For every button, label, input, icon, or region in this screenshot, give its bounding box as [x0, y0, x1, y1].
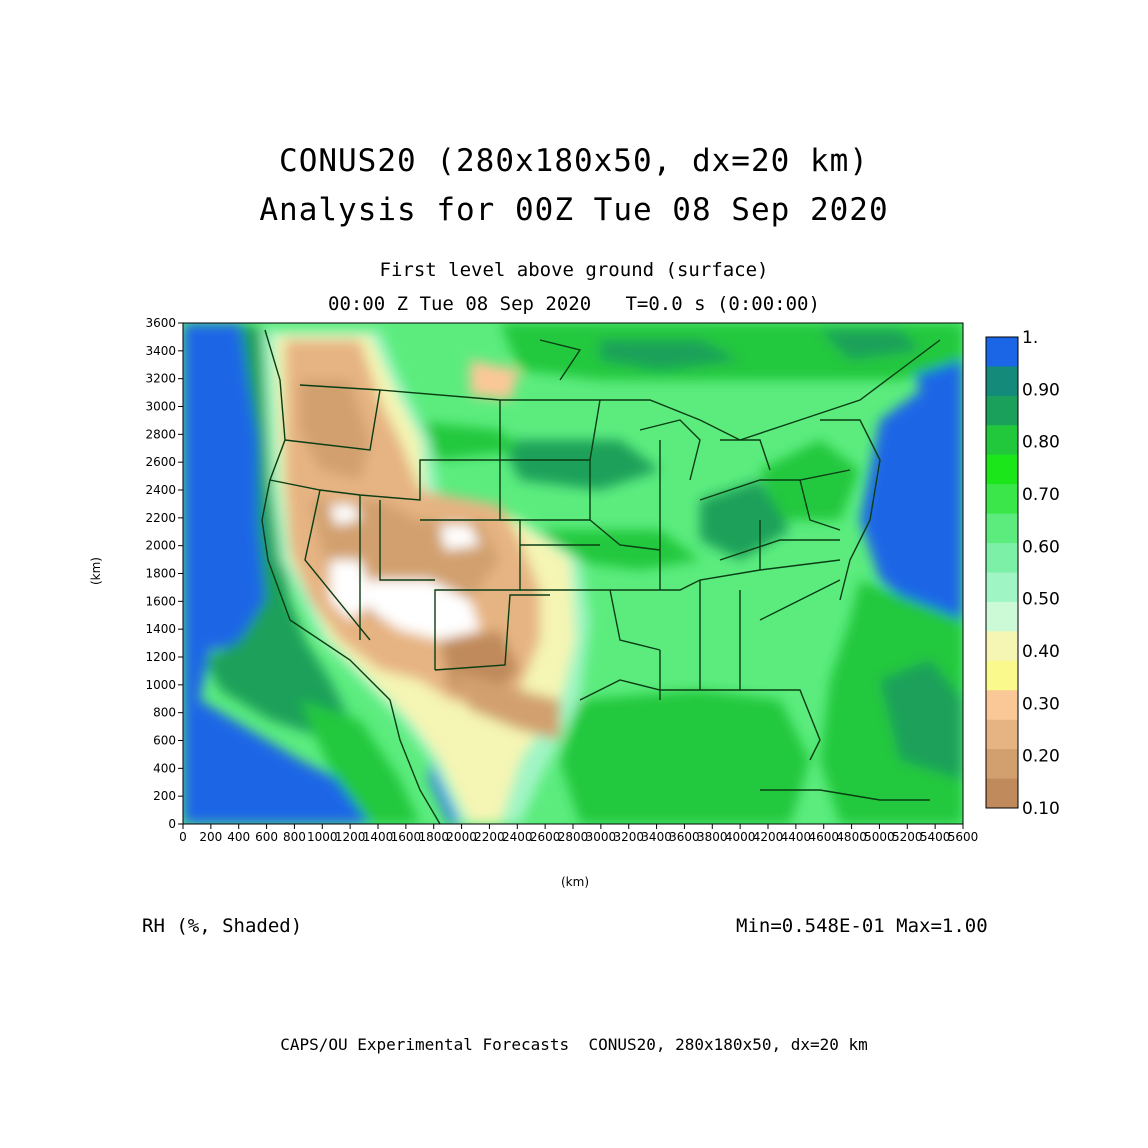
y-tick-label: 2000 — [145, 539, 176, 553]
y-tick-label: 2600 — [145, 455, 176, 469]
x-tick-label: 200 — [199, 830, 222, 844]
colorbar-swatch — [986, 690, 1018, 721]
variable-label: RH (%, Shaded) — [142, 915, 303, 937]
colorbar-swatch — [986, 395, 1018, 426]
x-tick-label: 2800 — [558, 830, 589, 844]
x-tick-label: 4800 — [836, 830, 867, 844]
colorbar-swatch — [986, 543, 1018, 573]
y-tick-label: 3000 — [145, 400, 176, 414]
y-tick-label: 600 — [153, 734, 176, 748]
y-tick-label: 400 — [153, 761, 176, 775]
colorbar-swatch — [986, 337, 1018, 367]
y-axis-unit: (km) — [89, 556, 104, 586]
colorbar-swatch — [986, 660, 1018, 691]
y-tick-label: 800 — [153, 706, 176, 720]
colorbar-swatch — [986, 454, 1018, 485]
level-subtitle: First level above ground (surface) — [379, 259, 769, 281]
x-tick-label: 1200 — [335, 830, 366, 844]
colorbar-label: 0.80 — [1022, 433, 1060, 453]
x-tick-label: 1000 — [307, 830, 338, 844]
x-tick-label: 1600 — [391, 830, 422, 844]
colorbar-label: 0.60 — [1022, 537, 1060, 557]
x-tick-label: 4000 — [725, 830, 756, 844]
x-tick-label: 5000 — [864, 830, 895, 844]
y-tick-label: 2800 — [145, 427, 176, 441]
colorbar-swatch — [986, 366, 1018, 397]
colorbar-label: 0.70 — [1022, 485, 1060, 505]
x-tick-label: 1800 — [418, 830, 449, 844]
x-tick-label: 400 — [227, 830, 250, 844]
x-tick-label: 5600 — [948, 830, 979, 844]
x-tick-label: 800 — [283, 830, 306, 844]
colorbar-label: 0.20 — [1022, 747, 1060, 767]
y-tick-label: 2400 — [145, 483, 176, 497]
x-tick-label: 5400 — [920, 830, 951, 844]
colorbar-swatch — [986, 425, 1018, 456]
x-tick-label: 4400 — [781, 830, 812, 844]
x-tick-label: 2600 — [530, 830, 561, 844]
x-tick-label: 4600 — [808, 830, 839, 844]
x-tick-label: 2200 — [474, 830, 505, 844]
y-tick-label: 1600 — [145, 594, 176, 608]
colorbar-swatch — [986, 631, 1018, 662]
colorbar-swatch — [986, 778, 1018, 809]
x-tick-label: 2000 — [446, 830, 477, 844]
y-tick-label: 1200 — [145, 650, 176, 664]
colorbar-label: 0.40 — [1022, 642, 1060, 662]
time-subtitle: 00:00 Z Tue 08 Sep 2020 T=0.0 s (0:00:00… — [328, 293, 820, 315]
colorbar-label: 0.30 — [1022, 694, 1060, 714]
x-axis-ticks: 0 200 400 600 800 100012001400160018002000220… — [179, 824, 978, 844]
x-tick-label: 3000 — [586, 830, 617, 844]
colorbar-frame — [985, 336, 1019, 809]
y-tick-label: 3200 — [145, 372, 176, 386]
x-tick-label: 3200 — [613, 830, 644, 844]
map-title-line1: CONUS20 (280x180x50, dx=20 km) — [279, 143, 869, 179]
x-tick-label: 3400 — [641, 830, 672, 844]
y-tick-label: 1000 — [145, 678, 176, 692]
x-tick-label: 3800 — [697, 830, 728, 844]
y-tick-label: 1800 — [145, 567, 176, 581]
colorbar-swatch — [986, 513, 1018, 544]
x-tick-label: 4200 — [753, 830, 784, 844]
x-tick-label: 5200 — [892, 830, 923, 844]
colorbar-label: 0.10 — [1022, 799, 1060, 819]
colorbar-label: 1. — [1022, 328, 1038, 348]
y-axis-ticks: 0 200 400 600 800 1000 1200 1400 1600 1800 2000 220… — [145, 316, 183, 831]
colorbar-swatch — [986, 719, 1018, 750]
map-title-line2: Analysis for 00Z Tue 08 Sep 2020 — [259, 192, 889, 228]
colorbar-swatch — [986, 572, 1018, 603]
colorbar-label: 0.50 — [1022, 590, 1060, 610]
boundary-lines — [261, 329, 941, 824]
colorbar-swatch — [986, 601, 1018, 632]
x-tick-label: 1400 — [363, 830, 394, 844]
y-tick-label: 200 — [153, 789, 176, 803]
colorbar-swatch — [986, 749, 1018, 780]
colorbar-swatch — [986, 484, 1018, 515]
x-tick-label: 0 — [179, 830, 187, 844]
y-tick-label: 3400 — [145, 344, 176, 358]
colorbar-label: 0.90 — [1022, 380, 1060, 400]
x-axis-unit: (km) — [561, 875, 590, 889]
x-tick-label: 3600 — [669, 830, 700, 844]
colorbar: 1. 0.90 0.80 0.70 0.60 0.50 0.40 0.30 0.20 0.10 — [985, 328, 1060, 819]
y-tick-label: 2200 — [145, 511, 176, 525]
y-tick-label: 0 — [168, 817, 176, 831]
y-tick-label: 1400 — [145, 622, 176, 636]
y-tick-label: 3600 — [145, 316, 176, 330]
footer-credit: CAPS/OU Experimental Forecasts CONUS20, … — [280, 1035, 868, 1054]
min-max-readout: Min=0.548E-01 Max=1.00 — [736, 915, 988, 937]
x-tick-label: 2400 — [502, 830, 533, 844]
x-tick-label: 600 — [255, 830, 278, 844]
